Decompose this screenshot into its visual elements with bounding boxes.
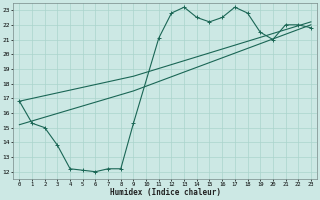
X-axis label: Humidex (Indice chaleur): Humidex (Indice chaleur) bbox=[110, 188, 220, 197]
